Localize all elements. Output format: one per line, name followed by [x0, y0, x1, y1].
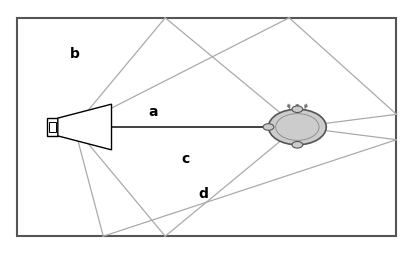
Text: c: c: [182, 152, 190, 166]
Text: a: a: [149, 105, 158, 119]
Polygon shape: [49, 122, 56, 132]
Circle shape: [268, 109, 326, 145]
Text: d: d: [198, 187, 208, 201]
Circle shape: [292, 141, 303, 148]
Polygon shape: [47, 118, 58, 136]
Circle shape: [276, 114, 319, 140]
Circle shape: [292, 106, 303, 113]
Circle shape: [263, 124, 274, 130]
Polygon shape: [58, 104, 112, 150]
Text: b: b: [70, 47, 80, 61]
